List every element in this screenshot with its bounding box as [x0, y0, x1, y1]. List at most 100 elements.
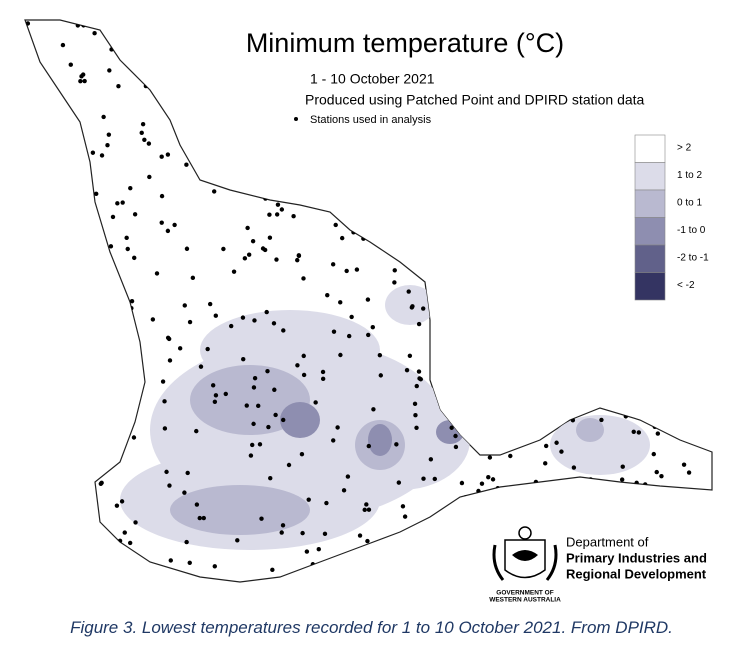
station-dot	[442, 344, 447, 349]
station-dot	[324, 130, 329, 136]
station-dot	[114, 503, 120, 508]
station-dot	[606, 401, 611, 407]
legend-label: < -2	[677, 280, 695, 291]
station-dot	[264, 309, 269, 315]
station-dot	[535, 380, 540, 386]
station-dot	[371, 198, 376, 203]
station-dot	[646, 405, 652, 410]
station-dot	[110, 214, 116, 220]
station-dot	[446, 329, 451, 334]
station-dot	[466, 259, 471, 264]
station-dot	[427, 230, 432, 235]
station-dot	[320, 369, 326, 375]
station-dot	[27, 41, 32, 46]
station-dot	[132, 255, 137, 261]
station-dot	[555, 307, 561, 313]
station-dot	[344, 20, 349, 23]
station-dot	[377, 170, 383, 176]
station-dot	[428, 457, 434, 462]
station-dot	[288, 134, 293, 139]
station-dot	[365, 538, 370, 544]
department-line: Primary Industries and	[566, 550, 707, 565]
station-dot	[406, 289, 411, 294]
station-dot	[371, 407, 376, 412]
station-dot	[191, 156, 196, 161]
station-dot	[457, 338, 462, 343]
station-dot	[506, 178, 511, 183]
station-dot	[465, 302, 470, 307]
station-dot	[655, 431, 661, 436]
station-dot	[709, 38, 712, 44]
station-dot	[94, 191, 99, 197]
station-dot	[295, 363, 300, 368]
station-dot	[125, 246, 130, 252]
station-dot	[396, 480, 402, 485]
station-dot	[338, 352, 343, 358]
logo	[492, 526, 558, 581]
station-dot	[529, 308, 535, 314]
station-dot	[548, 357, 553, 362]
station-dot	[68, 376, 74, 382]
station-dot	[35, 135, 40, 141]
station-dot	[686, 470, 692, 475]
station-dot	[357, 533, 363, 538]
station-dot	[547, 173, 553, 178]
station-dot	[525, 306, 530, 311]
station-dot	[600, 207, 606, 213]
station-dot	[301, 353, 306, 359]
station-dot	[511, 159, 516, 165]
station-dot	[209, 41, 214, 46]
station-dot	[557, 174, 563, 179]
station-dot	[457, 419, 462, 424]
station-dot	[684, 528, 690, 533]
station-dot	[521, 326, 527, 332]
station-dot	[446, 256, 452, 261]
station-dot	[466, 344, 472, 349]
station-dot	[470, 369, 476, 375]
station-dot	[69, 493, 75, 498]
station-dot	[684, 32, 689, 37]
station-dot	[75, 20, 80, 24]
station-dot	[500, 539, 505, 545]
station-dot	[191, 111, 196, 116]
station-dot	[649, 48, 655, 54]
station-dot	[177, 346, 183, 351]
station-dot	[573, 321, 579, 327]
station-dot	[257, 442, 263, 447]
station-dot	[600, 205, 605, 210]
station-dot	[670, 408, 675, 413]
station-dot	[46, 329, 51, 334]
station-dot	[252, 375, 258, 381]
station-dot	[77, 189, 83, 194]
station-dot	[205, 346, 210, 352]
station-dot	[322, 531, 328, 537]
station-dot	[167, 483, 172, 488]
station-dot	[365, 297, 371, 302]
station-dot	[241, 356, 246, 362]
legend-label: 0 to 1	[677, 198, 702, 209]
station-dot	[162, 36, 167, 41]
station-dot	[185, 470, 190, 476]
station-dot	[44, 549, 49, 554]
station-dot	[341, 488, 347, 493]
station-dot	[392, 268, 397, 273]
station-dot	[493, 493, 498, 498]
station-dot	[67, 428, 73, 433]
station-dot	[63, 172, 68, 177]
station-dot	[354, 267, 360, 272]
station-dot	[522, 403, 527, 409]
station-dot	[525, 517, 531, 522]
station-dot	[68, 62, 73, 67]
station-dot	[545, 222, 550, 227]
station-dot	[231, 269, 237, 274]
station-dot	[25, 308, 29, 313]
station-dot	[496, 263, 501, 268]
station-dot	[531, 204, 537, 209]
station-dot	[506, 421, 511, 426]
station-dot	[165, 152, 171, 157]
station-dot	[151, 565, 156, 570]
station-dot	[416, 321, 422, 327]
station-dot	[194, 428, 199, 434]
station-dot	[25, 490, 29, 495]
station-dot	[143, 83, 149, 89]
